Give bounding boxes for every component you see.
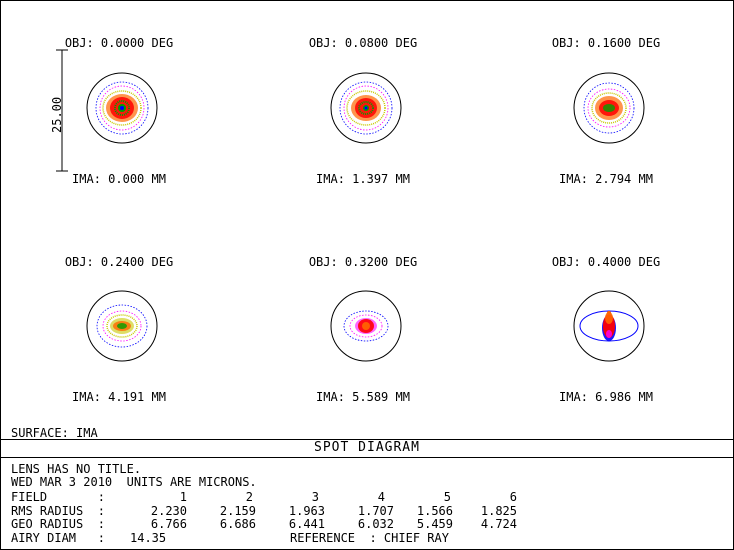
field-4-ima-label: IMA: 4.191 MM [72,390,166,404]
rms-value: 2.159 [219,504,256,518]
field-4-obj-label: OBJ: 0.2400 DEG [64,255,174,269]
divider [0,457,734,458]
airy-row-label: AIRY DIAM : [11,531,105,545]
geo-value: 4.724 [480,517,517,531]
geo-value: 6.766 [150,517,187,531]
field-2-ima-label: IMA: 1.397 MM [316,172,410,186]
field-6-ima-label: IMA: 6.986 MM [559,390,653,404]
field-6-obj-label: OBJ: 0.4000 DEG [551,255,661,269]
field-number: 3 [311,490,319,504]
field-number: 5 [443,490,451,504]
spot-1 [86,72,158,144]
lens-title-line: LENS HAS NO TITLE. [11,462,142,476]
field-5-obj-label: OBJ: 0.3200 DEG [308,255,418,269]
spot-6 [573,290,645,362]
rms-row-label: RMS RADIUS : [11,504,105,518]
field-row-label: FIELD : [11,490,105,504]
geo-value: 6.441 [288,517,325,531]
field-number: 2 [245,490,253,504]
divider [0,439,734,440]
field-2-obj-label: OBJ: 0.0800 DEG [308,36,418,50]
field-3-ima-label: IMA: 2.794 MM [559,172,653,186]
reference-label: REFERENCE : CHIEF RAY [290,531,449,545]
rms-value: 2.230 [150,504,187,518]
geo-value: 6.686 [219,517,256,531]
field-number: 4 [377,490,385,504]
field-number: 6 [509,490,517,504]
geo-value: 6.032 [357,517,394,531]
spot-5 [330,290,402,362]
rms-value: 1.825 [480,504,517,518]
rms-value: 1.566 [416,504,453,518]
field-5-ima-label: IMA: 5.589 MM [316,390,410,404]
surface-label: SURFACE: IMA [11,426,98,440]
airy-value: 14.35 [130,531,167,545]
field-1-ima-label: IMA: 0.000 MM [72,172,166,186]
spot-4 [86,290,158,362]
spot-2 [330,72,402,144]
field-3-obj-label: OBJ: 0.1600 DEG [551,36,661,50]
date-units-line: WED MAR 3 2010 UNITS ARE MICRONS. [11,475,257,489]
spot-3 [573,72,645,144]
diagram-title: SPOT DIAGRAM [314,440,420,455]
geo-row-label: GEO RADIUS : [11,517,105,531]
field-1-obj-label: OBJ: 0.0000 DEG [64,36,174,50]
geo-value: 5.459 [416,517,453,531]
rms-value: 1.707 [357,504,394,518]
rms-value: 1.963 [288,504,325,518]
field-number: 1 [179,490,187,504]
